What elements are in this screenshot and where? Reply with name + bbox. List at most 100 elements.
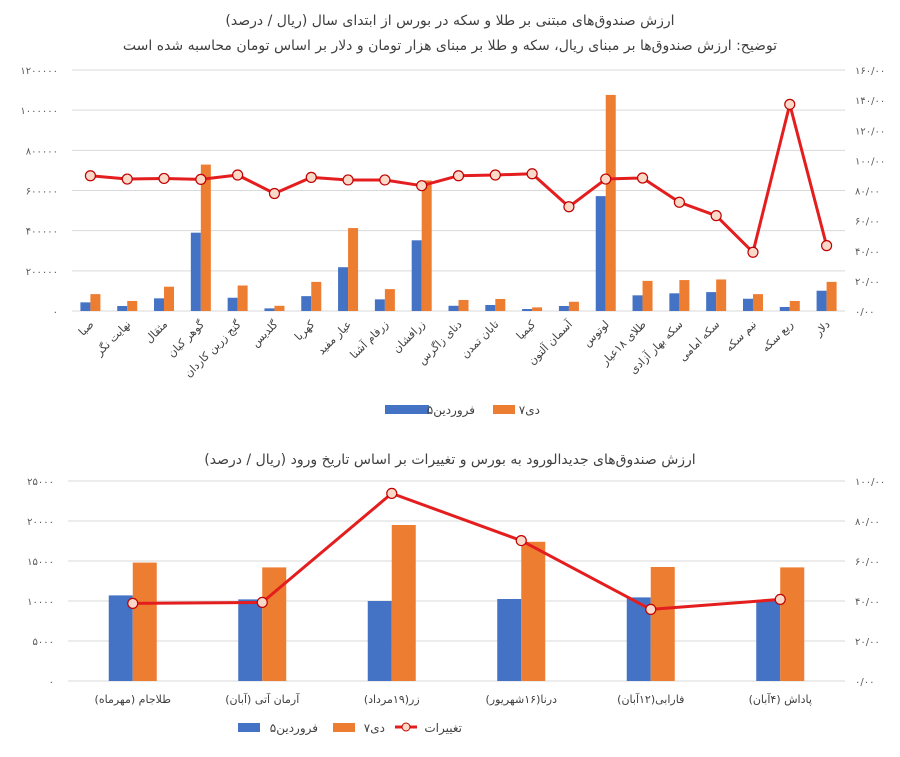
left-axis-tick: ۵۰۰۰ [33, 637, 54, 648]
right-axis-tick: ۴۰/۰۰ [855, 247, 880, 258]
right-axis-tick: ۸۰/۰۰ [855, 187, 880, 198]
right-axis-tick: ۸۰/۰۰ [855, 517, 880, 528]
change-marker-5 [774, 593, 786, 606]
bar-series0-5 [264, 308, 275, 311]
change-marker-10 [452, 170, 465, 182]
bar-series0-6 [301, 296, 312, 311]
change-marker-4 [645, 603, 657, 616]
chart2-legend: ۵فروردین ۷دی تغییرات [238, 721, 462, 736]
change-marker-2 [386, 487, 398, 499]
change-marker-17 [710, 210, 722, 222]
bar-series0-18 [742, 298, 753, 311]
bar-series0-17 [706, 292, 717, 311]
bar-series0-7 [338, 267, 349, 311]
left-axis-tick: ۱۵۰۰۰ [27, 557, 54, 568]
bar-series0-0 [80, 302, 91, 311]
right-axis-tick: ۰/۰۰ [855, 677, 874, 688]
category-label: طلاجام (مهرماه) [95, 693, 172, 706]
legend-label-dey: ۷دی [364, 721, 385, 735]
change-marker-16 [673, 196, 685, 208]
bar-series0-2 [367, 601, 392, 681]
bar-series0-16 [669, 293, 680, 311]
category-label: دلار [811, 318, 833, 340]
left-axis-tick: ۴۰۰۰۰۰ [26, 227, 58, 238]
bar-series1-11 [495, 298, 506, 311]
change-marker-4 [232, 169, 244, 181]
left-axis-tick: ۱۲۰۰۰۰۰ [20, 66, 58, 77]
change-marker-12 [526, 168, 538, 180]
right-axis-tick: ۶۰/۰۰ [855, 557, 880, 568]
bar-series1-10 [458, 299, 469, 311]
change-marker-7 [342, 174, 354, 186]
category-label: زرفام آشنا [347, 317, 391, 361]
change-marker-1 [256, 596, 268, 609]
right-axis-tick: ۱۰۰/۰۰ [855, 477, 885, 488]
bar-series0-15 [632, 295, 643, 311]
category-label: تابان تمدن [459, 318, 502, 361]
category-label: گلدیس [249, 317, 281, 349]
left-axis-tick: ۱۰۰۰۰۰۰ [20, 106, 58, 117]
left-axis-tick: ۶۰۰۰۰۰ [26, 187, 58, 198]
change-line [132, 491, 781, 611]
bar-series0-4 [227, 297, 238, 311]
category-label: پاداش (۴آبان) [749, 692, 812, 706]
bar-series1-20 [826, 281, 837, 311]
change-marker-1 [121, 173, 133, 185]
category-label: کیمیا [514, 317, 539, 342]
bar-series1-13 [568, 301, 579, 311]
legend-label-farvardin: ۵فروردین [427, 403, 475, 418]
legend-label-farvardin: ۵فروردین [270, 721, 318, 736]
bar-series1-9 [421, 180, 432, 311]
bar-series1-6 [311, 281, 322, 311]
change-marker-20 [820, 240, 833, 252]
change-marker-15 [636, 172, 649, 184]
bar-series1-15 [642, 280, 653, 311]
right-axis-tick: ۱۰۰/۰۰ [855, 156, 885, 167]
bar-series1-16 [679, 280, 690, 311]
bar-series1-3 [521, 541, 546, 681]
category-label: فارابی(۱۲آبان) [617, 692, 684, 706]
bar-series1-14 [605, 94, 616, 311]
legend-swatch-farvardin [238, 723, 260, 732]
bar-series1-0 [132, 562, 157, 681]
right-axis-tick: ۶۰/۰۰ [855, 217, 880, 228]
category-label: درنا(۱۶شهریور) [486, 693, 558, 706]
chart2-title: ارزش صندوق‌های جدیدالورود به بورس و تغیی… [204, 452, 695, 468]
bar-series0-0 [108, 595, 133, 681]
legend-swatch-dey [493, 405, 515, 414]
category-label: سکه امامی [676, 318, 722, 364]
chart1-legend: ۵فروردین ۷دی [385, 403, 540, 418]
bar-series1-19 [789, 300, 800, 311]
chart1-title: ارزش صندوق‌های مبتنی بر طلا و سکه در بور… [225, 13, 674, 29]
legend-label-change: تغییرات [424, 721, 462, 736]
change-marker-19 [784, 98, 796, 110]
bar-series1-8 [384, 289, 395, 311]
bar-series1-5 [780, 567, 805, 681]
category-label: نهایت نگر [92, 318, 133, 359]
change-marker-9 [416, 180, 428, 192]
bar-series1-4 [650, 567, 675, 681]
category-label: نیم سکه [723, 318, 759, 354]
bar-series0-10 [448, 305, 459, 311]
bar-series1-18 [752, 294, 763, 311]
change-marker-2 [158, 172, 170, 185]
bar-series1-4 [237, 285, 248, 311]
bar-series1-2 [391, 525, 416, 681]
category-label: ربع سکه [759, 318, 796, 355]
bar-series1-2 [164, 286, 175, 311]
change-marker-11 [489, 169, 501, 181]
change-marker-0 [84, 170, 97, 182]
bar-series0-9 [411, 240, 422, 311]
change-marker-8 [379, 174, 391, 186]
right-axis-tick: ۱۲۰/۰۰ [855, 126, 885, 137]
chart1-plot: ۰ ۲۰۰۰۰۰ ۴۰۰۰۰۰ ۶۰۰۰۰۰ ۸۰۰۰۰۰ ۱۰۰۰۰۰۰ ۱۲۰۰۰۰۰ ۰… [20, 66, 885, 380]
bar-series0-13 [558, 305, 569, 311]
right-axis-tick: ۲۰/۰۰ [855, 637, 880, 648]
bar-series0-12 [522, 308, 533, 311]
bar-series0-20 [816, 290, 827, 311]
legend-swatch-farvardin [385, 405, 429, 414]
bar-series0-5 [756, 601, 781, 681]
bar-series0-2 [154, 298, 165, 311]
bar-series0-14 [595, 196, 606, 311]
